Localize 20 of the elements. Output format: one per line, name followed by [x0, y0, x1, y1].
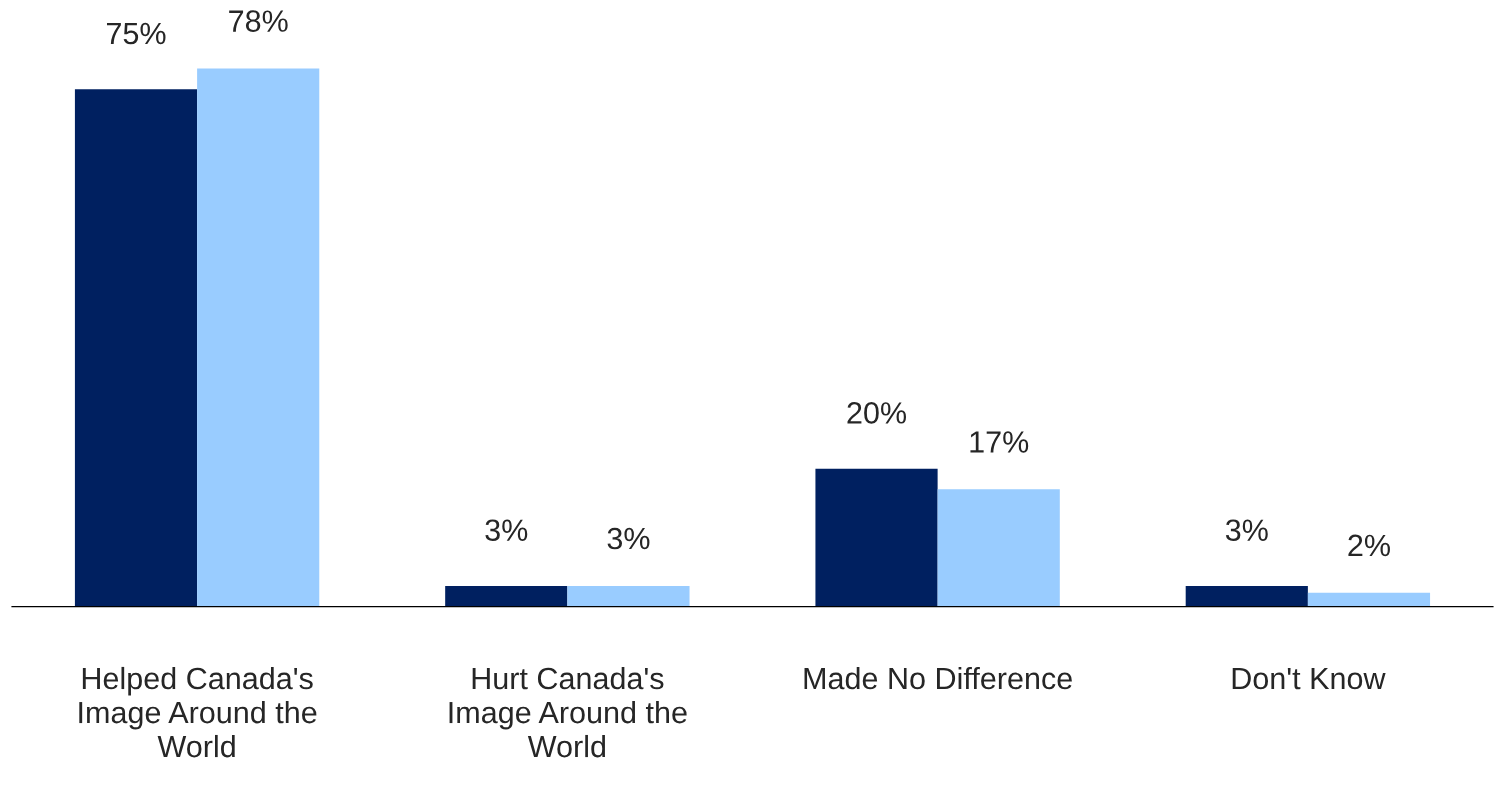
bar: [1307, 592, 1431, 607]
x-tick-label: Hurt Canada's Image Around the World: [449, 666, 687, 758]
x-tick-label: Made No Difference: [804, 666, 1072, 690]
data-label: 3%: [1225, 519, 1268, 542]
data-label: 3%: [607, 527, 650, 550]
bar: [1185, 585, 1308, 607]
bar: [815, 468, 938, 607]
bar: [567, 585, 690, 607]
data-label: 75%: [106, 22, 166, 45]
data-label: 20%: [847, 402, 907, 424]
bar: [197, 68, 320, 607]
data-label: 3%: [485, 519, 528, 542]
bar: [74, 89, 198, 607]
x-tick-label: Helped Canada's Image Around the World: [79, 666, 317, 758]
data-label: 78%: [229, 10, 288, 32]
data-label: 2%: [1348, 534, 1390, 557]
data-label: 17%: [970, 431, 1029, 453]
bar: [445, 585, 568, 607]
bar: [937, 489, 1060, 607]
x-tick-label: Don't Know: [1232, 668, 1386, 690]
